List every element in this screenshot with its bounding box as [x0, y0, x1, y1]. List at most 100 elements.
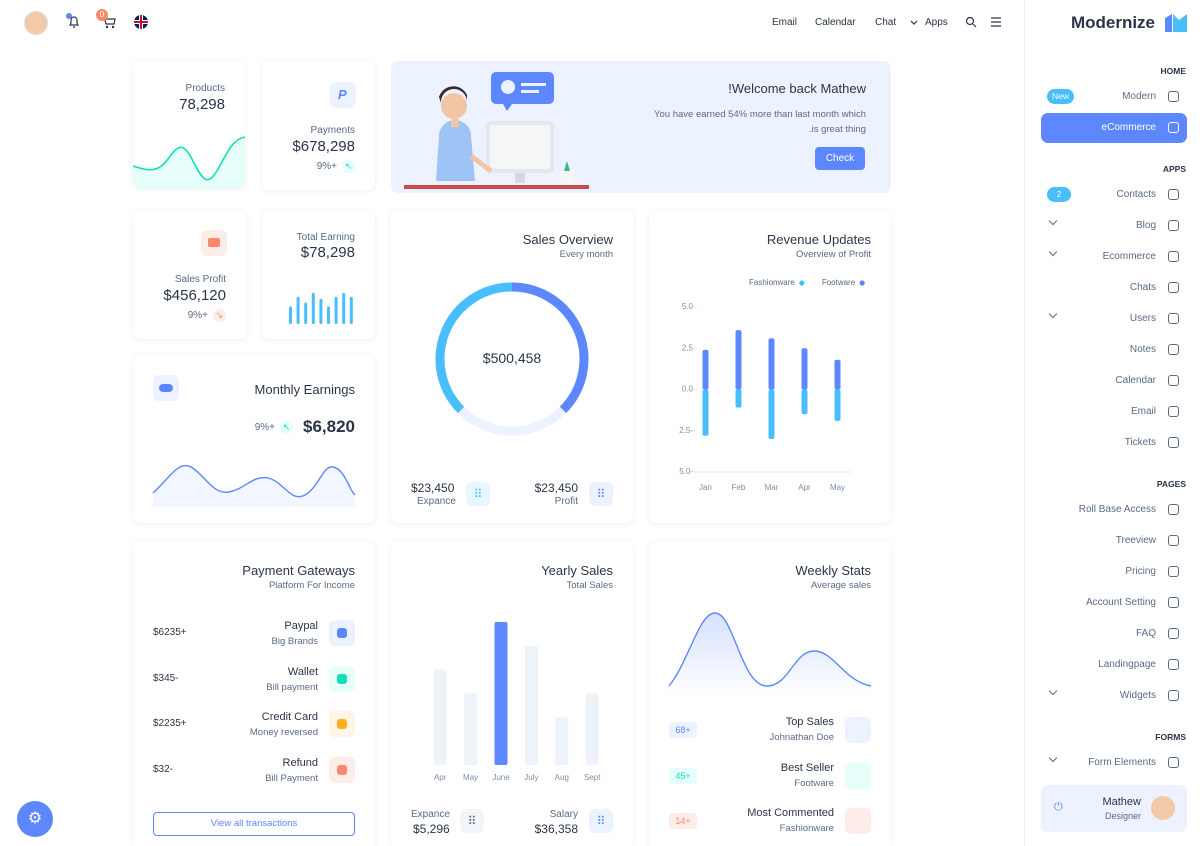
- nav-icon: [1168, 659, 1179, 670]
- monthly-earnings-card: Monthly Earnings $6,820 ↖ 9%+: [133, 355, 375, 523]
- trend-up: ↖: [342, 160, 355, 173]
- donut-segment: [511, 282, 589, 414]
- gateway-icon: [329, 665, 355, 692]
- x-tick-label: Feb: [732, 483, 746, 492]
- nav-item[interactable]: Pricing: [1041, 557, 1187, 587]
- y-tick-label: 5.0-: [679, 467, 693, 476]
- nav-item[interactable]: Calendar: [1041, 366, 1187, 396]
- chevron: [1048, 686, 1058, 696]
- nav-label: Blog: [1135, 220, 1156, 231]
- bell-icon[interactable]: [66, 13, 82, 29]
- x-tick-label: Apr: [434, 773, 447, 782]
- stat-label: Profit: [554, 496, 578, 507]
- chart: [289, 292, 353, 324]
- gateway-sub: Bill Payment: [265, 772, 318, 784]
- nav-item[interactable]: Users: [1041, 304, 1187, 334]
- donut-center: $500,458: [482, 350, 542, 366]
- avatar[interactable]: [24, 11, 48, 35]
- change: 9%+: [187, 310, 208, 321]
- profile-box: ⏻ Mathew Designer: [1041, 785, 1187, 832]
- logout-icon[interactable]: ⏻: [1054, 801, 1063, 813]
- nav-item[interactable]: Treeview: [1041, 526, 1187, 556]
- area-chart: [668, 612, 872, 697]
- nav-item[interactable]: Landingpage: [1041, 650, 1187, 680]
- welcome-text: You have earned 54% more than last month…: [654, 109, 866, 120]
- settings-button[interactable]: ⚙: [17, 801, 53, 837]
- nav-item[interactable]: Email: [1041, 397, 1187, 427]
- nav-link[interactable]: Email: [772, 17, 798, 28]
- nav-icon: [1168, 122, 1179, 133]
- bar: [311, 292, 315, 324]
- change: 9%+: [316, 161, 337, 172]
- legend-dot: [799, 280, 805, 286]
- nav-label: Calendar: [1115, 375, 1156, 386]
- stat-title: Top Sales: [785, 716, 834, 728]
- brand[interactable]: Modernize: [1070, 13, 1155, 32]
- nav-icon: [1168, 91, 1179, 102]
- section-title: HOME: [1160, 66, 1187, 76]
- nav-icon: [1168, 344, 1179, 355]
- nav-label: Chats: [1129, 282, 1156, 293]
- bar: [289, 306, 292, 324]
- grid-icon: ⠿: [460, 809, 484, 833]
- total-earning-card: Total Earning $78,298: [262, 210, 375, 339]
- x-tick-label: Mar: [765, 483, 779, 492]
- nav-item[interactable]: Form Elements: [1041, 748, 1187, 778]
- x-tick-label: Apr: [798, 483, 811, 492]
- bar: [585, 693, 599, 765]
- grid-icon: [845, 717, 871, 743]
- nav-item[interactable]: Contacts 2: [1041, 180, 1187, 210]
- payment-gateways-card: Payment Gateways Platform For Income Vie…: [133, 541, 375, 846]
- stat-label: Salary: [549, 809, 578, 820]
- gateway-amount: $32-: [153, 763, 174, 775]
- nav-label: Email: [1130, 406, 1156, 417]
- y-tick-label: 0.0: [682, 385, 694, 394]
- stat-badge: 45+: [669, 767, 697, 784]
- nav-icon: [1168, 535, 1179, 546]
- card-title: Revenue Updates: [766, 232, 871, 247]
- nav-icon: [1168, 375, 1179, 386]
- view-transactions-button[interactable]: View all transactions: [153, 812, 355, 836]
- welcome-banner: !Welcome back Mathew You have earned 54%…: [391, 61, 891, 193]
- x-tick-label: Sept: [584, 773, 601, 782]
- nav-item[interactable]: FAQ: [1041, 619, 1187, 649]
- welcome-title: !Welcome back Mathew: [728, 81, 866, 96]
- nav-item[interactable]: Chats: [1041, 273, 1187, 303]
- stat-value: $5,296: [413, 822, 450, 836]
- nav-item[interactable]: Widgets: [1041, 681, 1187, 711]
- icon-glyph: [337, 719, 347, 730]
- card-value: $78,298: [300, 244, 355, 261]
- logo: [1165, 14, 1187, 32]
- nav-item[interactable]: Modern New: [1041, 82, 1187, 112]
- nav-label: Landingpage: [1098, 659, 1156, 670]
- flag-icon[interactable]: [134, 15, 148, 29]
- card-subtitle: Total Sales: [566, 580, 613, 591]
- nav-label: Form Elements: [1088, 757, 1156, 768]
- stat-sub: Johnathan Doe: [769, 732, 834, 743]
- nav-item[interactable]: Ecommerce: [1041, 242, 1187, 272]
- sales-profit-card: Sales Profit $456,120 9%+ ↘: [133, 210, 246, 339]
- search-icon[interactable]: [965, 16, 977, 28]
- stat-value: $36,358: [534, 822, 578, 836]
- nav-item[interactable]: Account Setting: [1041, 588, 1187, 618]
- nav-link[interactable]: Chat: [875, 17, 897, 28]
- donut-segment: [435, 282, 513, 414]
- menu-icon[interactable]: [990, 16, 1002, 28]
- x-tick-label: Aug: [555, 773, 569, 782]
- x-tick-label: Jan: [699, 483, 712, 492]
- donut-segment: [457, 406, 567, 436]
- nav-item[interactable]: Tickets: [1041, 428, 1187, 458]
- nav-item[interactable]: Notes: [1041, 335, 1187, 365]
- check-button[interactable]: Check: [815, 147, 865, 170]
- chart: Apr May June July Aug Sept: [433, 622, 601, 782]
- nav-item[interactable]: Blog: [1041, 211, 1187, 241]
- nav-link[interactable]: Apps: [925, 17, 948, 28]
- card-label: Sales Profit: [174, 274, 226, 285]
- nav-item[interactable]: eCommerce: [1041, 113, 1187, 143]
- grid-icon: ⠿: [466, 482, 490, 506]
- nav-icon: [1168, 282, 1179, 293]
- card-value: $678,298: [292, 138, 355, 155]
- nav-link[interactable]: Calendar: [815, 17, 856, 28]
- nav-label: Contacts: [1116, 189, 1156, 200]
- nav-item[interactable]: Roll Base Access: [1041, 495, 1187, 525]
